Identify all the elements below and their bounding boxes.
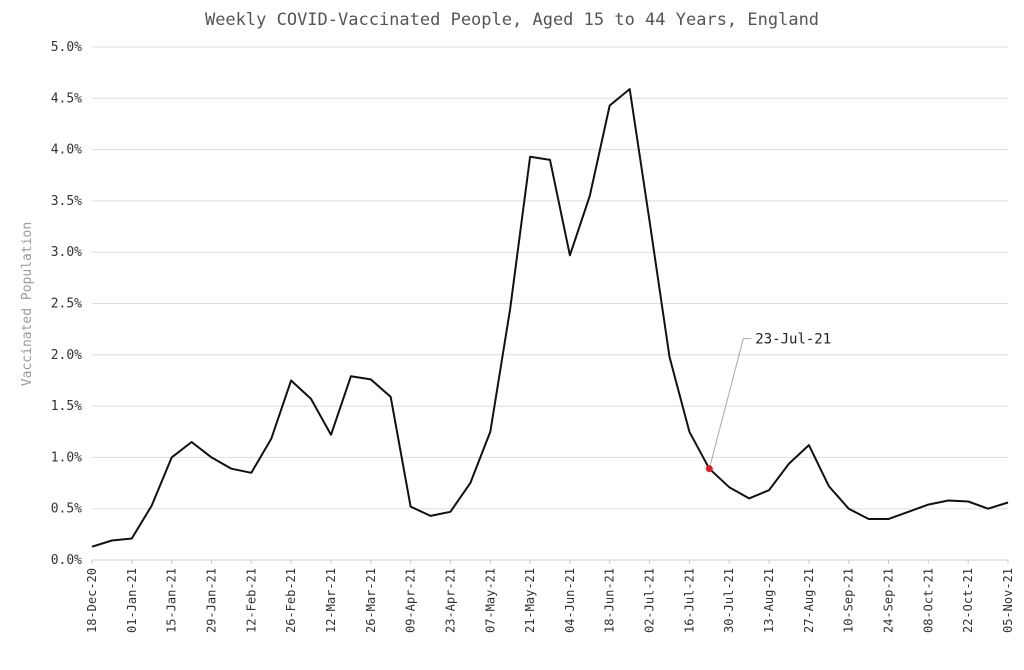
x-tick-label: 18-Jun-21 (603, 568, 617, 633)
x-tick-label: 18-Dec-20 (85, 568, 99, 633)
y-tick-label: 2.0% (51, 348, 82, 363)
y-tick-label: 1.5% (51, 399, 82, 414)
x-tick-label: 10-Sep-21 (842, 568, 856, 633)
x-tick-label: 12-Mar-21 (324, 568, 338, 633)
series-layer (91, 88, 1009, 548)
x-tick-label: 12-Feb-21 (244, 568, 258, 633)
gridlines (92, 46, 1008, 561)
y-tick-label: 0.5% (51, 502, 82, 517)
series-line (91, 88, 1009, 548)
x-tick-label: 01-Jan-21 (125, 568, 139, 633)
x-tick-label: 27-Aug-21 (802, 568, 816, 633)
annotation: 23-Jul-21 (705, 332, 831, 473)
y-tick-label: 2.5% (51, 297, 82, 312)
x-tick-label: 29-Jan-21 (204, 568, 218, 633)
x-tick-label: 26-Feb-21 (284, 568, 298, 633)
annotation-marker (705, 465, 713, 473)
y-tick-label: 4.5% (51, 91, 82, 106)
chart-title: Weekly COVID-Vaccinated People, Aged 15 … (205, 10, 819, 30)
x-tick-label: 30-Jul-21 (722, 568, 736, 633)
y-tick-label: 4.0% (51, 143, 82, 158)
y-tick-label: 3.0% (51, 245, 82, 260)
x-tick-label: 24-Sep-21 (882, 568, 896, 633)
x-tick-label: 21-May-21 (523, 568, 537, 633)
x-tick-label: 05-Nov-21 (1001, 568, 1015, 633)
x-tick-label: 23-Apr-21 (443, 568, 457, 633)
x-tick-label: 16-Jul-21 (682, 568, 696, 633)
x-tick-label: 13-Aug-21 (762, 568, 776, 633)
y-tick-label: 5.0% (51, 40, 82, 55)
y-tick-label: 1.0% (51, 450, 82, 465)
x-tick-label: 08-Oct-21 (921, 568, 935, 633)
y-tick-label: 3.5% (51, 194, 82, 209)
x-tick-label: 22-Oct-21 (961, 568, 975, 633)
annotation-leader (708, 338, 752, 469)
x-tick-label: 02-Jul-21 (643, 568, 657, 633)
x-tick-label: 04-Jun-21 (563, 568, 577, 633)
x-tick-label: 26-Mar-21 (364, 568, 378, 633)
y-axis-label: Vaccinated Population (20, 222, 35, 386)
x-tick-label: 09-Apr-21 (404, 568, 418, 633)
x-tick-label: 07-May-21 (483, 568, 497, 633)
y-tick-label: 0.0% (51, 553, 82, 568)
x-tick-label: 15-Jan-21 (165, 568, 179, 633)
y-axis-ticks: 0.0% 0.5% 1.0% 1.5% 2.0% 2.5% 3.0% 3.5% 4.0% 4.5%… (51, 40, 82, 568)
annotation-label: 23-Jul-21 (755, 332, 831, 348)
x-axis-ticks: 18-Dec-20 01-Jan-21 15-Jan-21 29-Jan-21 12-F… (85, 560, 1015, 633)
